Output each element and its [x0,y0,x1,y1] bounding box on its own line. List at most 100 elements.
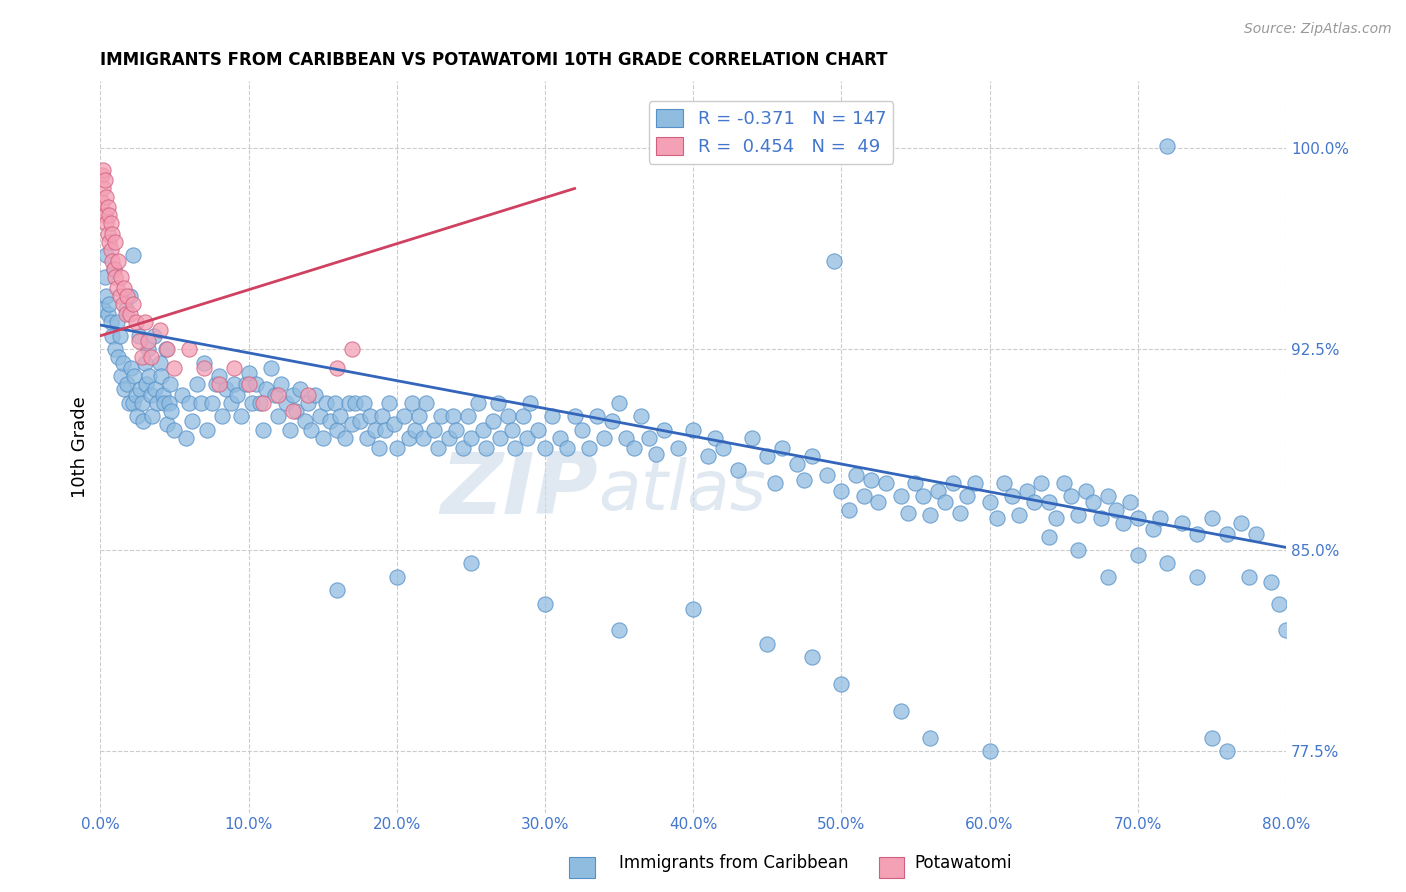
Point [115,376,138,391]
Point [875,476,897,491]
Point [125,315,148,329]
Point [830,677,852,691]
Point [128,328,150,343]
Point [401,396,423,410]
Point [741,431,763,445]
Point [342,342,364,356]
Point [645,447,668,461]
Point [114,307,136,321]
Point [356,431,378,445]
Point [430,409,453,424]
Point [1267,597,1289,611]
Point [134,315,156,329]
Point [385,442,408,456]
Point [219,396,242,410]
Point [682,423,704,437]
Point [231,409,253,424]
Point [890,490,912,504]
Point [274,396,297,410]
Point [1112,516,1135,531]
Point [117,396,139,410]
Point [181,415,204,429]
Point [94,208,117,222]
Point [398,431,420,445]
Point [294,415,316,429]
Point [1185,527,1208,541]
Point [1126,511,1149,525]
Point [1126,549,1149,563]
Point [838,503,860,517]
Point [100,243,122,257]
Y-axis label: 10th Grade: 10th Grade [72,396,89,498]
Point [501,423,523,437]
Point [240,396,263,410]
Point [897,506,920,520]
Point [830,484,852,499]
Point [666,442,689,456]
Point [1237,570,1260,584]
Point [374,423,396,437]
Point [979,744,1001,758]
Point [600,415,623,429]
Point [311,431,333,445]
Point [264,388,287,402]
Point [786,458,808,472]
Point [122,248,145,262]
Point [155,342,177,356]
Point [252,396,274,410]
Point [104,235,127,249]
Point [904,476,927,491]
Point [349,415,371,429]
Point [859,474,882,488]
Point [267,388,290,402]
Point [359,409,381,424]
Legend: R = -0.371   N = 147, R =  0.454   N =  49: R = -0.371 N = 147, R = 0.454 N = 49 [648,102,893,163]
Point [1001,490,1024,504]
Point [145,396,167,410]
Point [94,173,117,187]
Point [215,383,238,397]
Point [564,409,586,424]
Point [408,409,430,424]
Text: Potawatomi: Potawatomi [914,855,1011,872]
Point [1201,511,1223,525]
Point [423,423,446,437]
Point [179,342,201,356]
Point [115,288,138,302]
Point [368,442,391,456]
Point [141,409,163,424]
Point [100,315,122,329]
Point [616,431,638,445]
Point [208,368,231,383]
Point [1045,511,1067,525]
Point [1201,731,1223,745]
Point [103,261,125,276]
Point [593,431,616,445]
Point [138,368,160,383]
Point [993,476,1015,491]
Point [868,495,890,509]
Point [823,253,845,268]
Point [96,189,118,203]
Point [142,328,165,343]
Point [193,360,215,375]
Point [128,334,150,348]
Point [979,495,1001,509]
Point [107,253,129,268]
Point [160,404,183,418]
Point [474,442,496,456]
Point [800,650,823,665]
Point [949,506,972,520]
Point [534,442,557,456]
Point [105,315,128,329]
Point [555,442,578,456]
Point [1215,527,1237,541]
Point [96,216,118,230]
Point [149,323,172,337]
Point [285,404,308,418]
Point [1156,138,1178,153]
Point [1053,476,1076,491]
Point [101,227,124,241]
Point [157,396,180,410]
Point [281,404,304,418]
